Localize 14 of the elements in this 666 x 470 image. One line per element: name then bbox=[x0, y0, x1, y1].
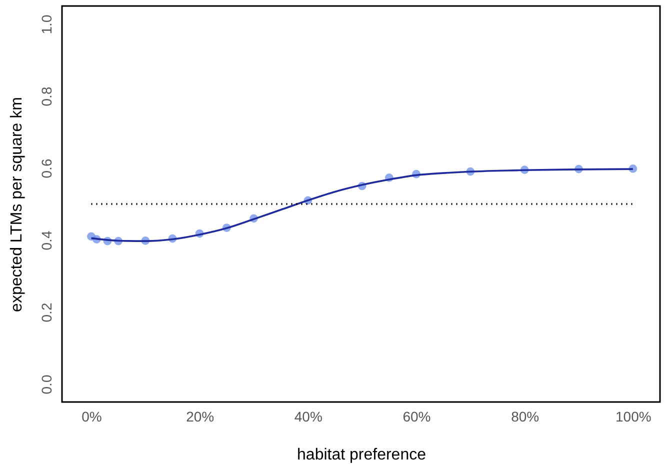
x-tick-label: 80% bbox=[511, 408, 540, 424]
x-tick-label: 40% bbox=[294, 408, 322, 424]
x-tick-label: 20% bbox=[186, 408, 214, 424]
y-tick-label: 1.0 bbox=[38, 14, 54, 34]
y-axis-title: expected LTMs per square km bbox=[8, 97, 26, 312]
y-tick-label: 0.8 bbox=[38, 86, 54, 106]
x-axis-title: habitat preference bbox=[297, 446, 426, 464]
y-tick-label: 0.6 bbox=[38, 158, 54, 178]
x-tick-label: 100% bbox=[616, 408, 652, 424]
y-tick-label: 0.2 bbox=[38, 302, 54, 322]
y-tick-label: 0.4 bbox=[38, 230, 54, 250]
y-tick-label: 0.0 bbox=[38, 374, 54, 394]
x-tick-label: 60% bbox=[402, 408, 431, 424]
x-tick-label: 0% bbox=[82, 408, 102, 424]
